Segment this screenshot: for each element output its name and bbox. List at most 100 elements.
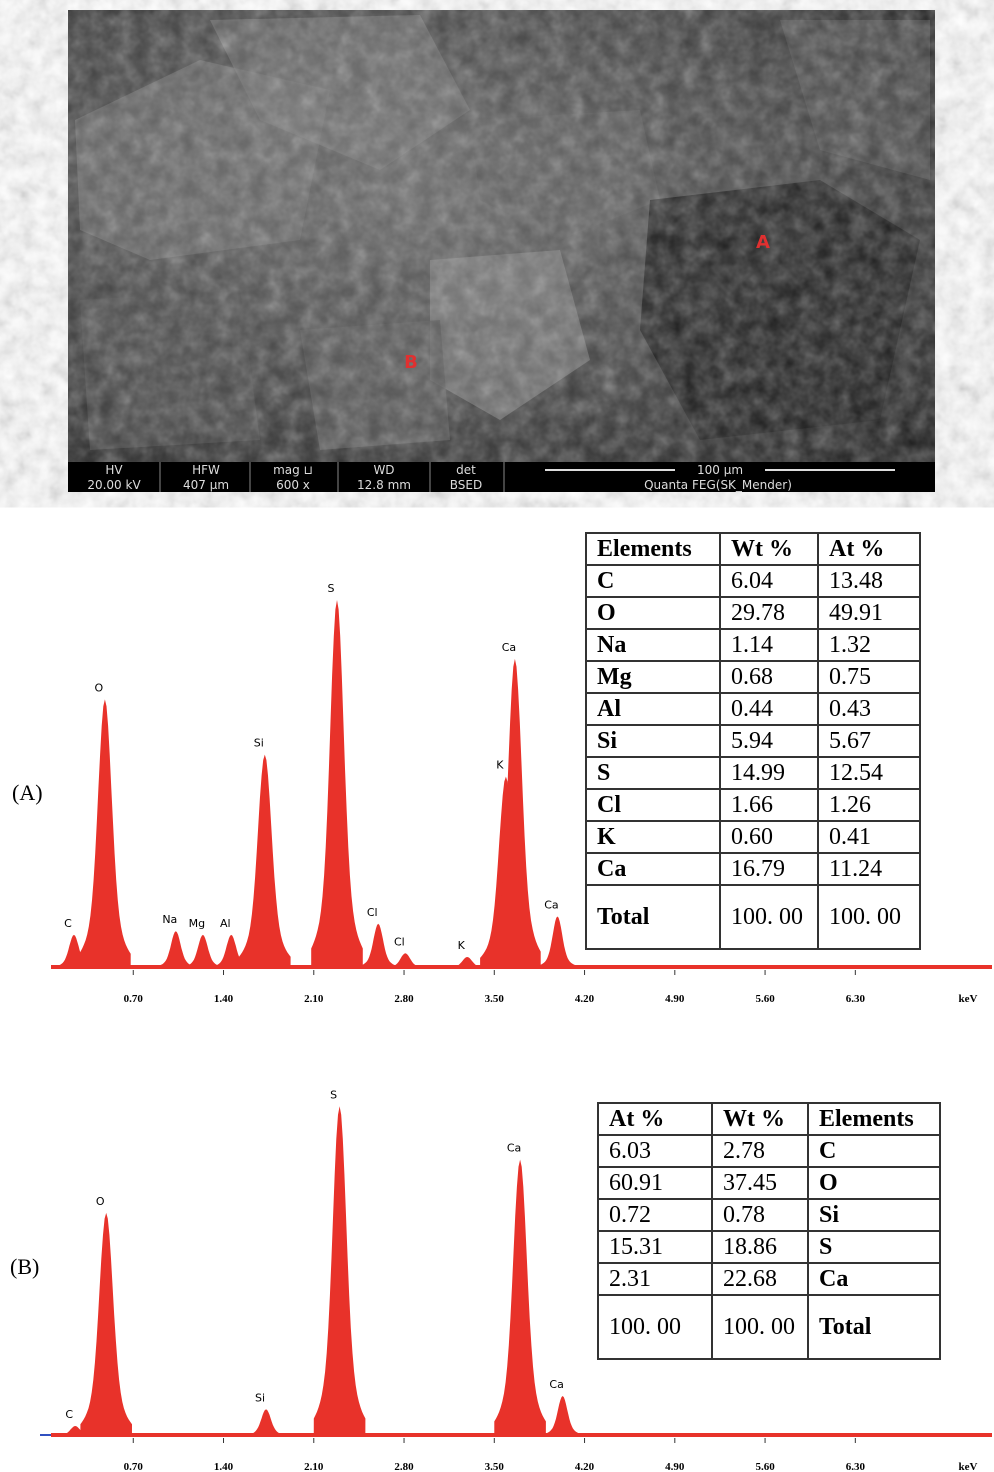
table-cell: 0.72 bbox=[598, 1199, 712, 1231]
table-row: 100. 00100. 00Total bbox=[598, 1295, 940, 1359]
instrument: Quanta FEG(SK_Mender) bbox=[644, 478, 792, 492]
peak bbox=[494, 1160, 546, 1436]
x-tick-label: 4.90 bbox=[665, 1461, 685, 1472]
x-tick-label: 5.60 bbox=[755, 1461, 775, 1472]
peak-label: O bbox=[95, 681, 104, 694]
x-unit: keV bbox=[959, 993, 978, 1005]
table-row: 2.3122.68Ca bbox=[598, 1263, 940, 1295]
info-header: HFW bbox=[192, 463, 220, 477]
x-unit: keV bbox=[959, 1461, 978, 1472]
table-cell: 18.86 bbox=[712, 1231, 808, 1263]
table-cell: Elements bbox=[586, 533, 720, 565]
x-tick-label: 5.60 bbox=[755, 993, 775, 1005]
marker: B bbox=[404, 352, 418, 373]
table: ElementsWt %At %C6.0413.48O29.7849.91Na1… bbox=[585, 532, 921, 950]
table-cell: 49.91 bbox=[818, 597, 920, 629]
table-cell: Wt % bbox=[712, 1103, 808, 1135]
table-cell: C bbox=[586, 565, 720, 597]
info-value: 20.00 kV bbox=[87, 478, 141, 492]
table-cell: 100. 00 bbox=[712, 1295, 808, 1359]
info-value: BSED bbox=[450, 478, 482, 492]
table-cell: 13.48 bbox=[818, 565, 920, 597]
peak bbox=[314, 1106, 366, 1436]
peak-label: Ca bbox=[544, 898, 558, 911]
peak bbox=[158, 931, 194, 968]
table-cell: Total bbox=[808, 1295, 940, 1359]
table-row: 60.9137.45O bbox=[598, 1167, 940, 1199]
peak bbox=[185, 935, 221, 968]
table-cell: 100. 00 bbox=[598, 1295, 712, 1359]
table-cell: 1.32 bbox=[818, 629, 920, 661]
table-cell: 6.04 bbox=[720, 565, 818, 597]
table-cell: 6.03 bbox=[598, 1135, 712, 1167]
peak bbox=[79, 699, 131, 968]
table-cell: 1.66 bbox=[720, 789, 818, 821]
x-tick-label: 2.10 bbox=[304, 1461, 324, 1472]
info-value: 407 µm bbox=[183, 478, 229, 492]
table-cell: Si bbox=[586, 725, 720, 757]
peak-label: Mg bbox=[189, 917, 205, 930]
peak-label: S bbox=[327, 582, 334, 595]
table-cell: 0.78 bbox=[712, 1199, 808, 1231]
info-header: HV bbox=[105, 463, 123, 477]
peak-label: Al bbox=[220, 917, 231, 930]
table-cell: 0.44 bbox=[720, 693, 818, 725]
table-cell: Ca bbox=[586, 853, 720, 885]
peak-label: Na bbox=[162, 913, 177, 926]
peak bbox=[80, 1213, 132, 1436]
peak-label: Cl bbox=[367, 906, 378, 919]
table-cell: 1.14 bbox=[720, 629, 818, 661]
peak-label: K bbox=[496, 759, 504, 772]
table-cell: 37.45 bbox=[712, 1167, 808, 1199]
x-tick-label: 4.20 bbox=[575, 993, 595, 1005]
scale-bar-label: 100 µm bbox=[697, 463, 743, 477]
x-tick-label: 1.40 bbox=[214, 993, 234, 1005]
table-cell: 60.91 bbox=[598, 1167, 712, 1199]
table-cell: 100. 00 bbox=[818, 885, 920, 949]
table-cell: Ca bbox=[808, 1263, 940, 1295]
peak-label: Si bbox=[254, 737, 264, 750]
table-cell: 2.78 bbox=[712, 1135, 808, 1167]
info-value: 600 x bbox=[276, 478, 310, 492]
peak bbox=[545, 1396, 581, 1436]
table-row: Na1.141.32 bbox=[586, 629, 920, 661]
peak bbox=[311, 600, 363, 968]
table-cell: 16.79 bbox=[720, 853, 818, 885]
table-cell: 14.99 bbox=[720, 757, 818, 789]
x-tick-label: 1.40 bbox=[214, 1461, 234, 1472]
table-cell: Elements bbox=[808, 1103, 940, 1135]
peak-label: O bbox=[96, 1195, 105, 1208]
table-cell: 0.60 bbox=[720, 821, 818, 853]
peak bbox=[539, 917, 575, 969]
table-cell: 0.41 bbox=[818, 821, 920, 853]
info-value: 12.8 mm bbox=[357, 478, 411, 492]
x-tick-label: 6.30 bbox=[846, 1461, 866, 1472]
table-cell: At % bbox=[598, 1103, 712, 1135]
table-cell: C bbox=[808, 1135, 940, 1167]
peak-label: C bbox=[64, 917, 72, 930]
x-tick-label: 2.80 bbox=[394, 993, 414, 1005]
table-cell: Mg bbox=[586, 661, 720, 693]
table-cell: 0.75 bbox=[818, 661, 920, 693]
x-tick-label: 0.70 bbox=[124, 993, 144, 1005]
info-header: WD bbox=[373, 463, 394, 477]
peak bbox=[360, 924, 396, 968]
table-cell: 11.24 bbox=[818, 853, 920, 885]
table-row: Al0.440.43 bbox=[586, 693, 920, 725]
table-cell: O bbox=[808, 1167, 940, 1199]
x-tick-label: 3.50 bbox=[485, 993, 505, 1005]
table-cell: 0.68 bbox=[720, 661, 818, 693]
peak-label: Cl bbox=[394, 935, 405, 948]
peak-label: C bbox=[65, 1408, 73, 1421]
table-cell: 1.26 bbox=[818, 789, 920, 821]
